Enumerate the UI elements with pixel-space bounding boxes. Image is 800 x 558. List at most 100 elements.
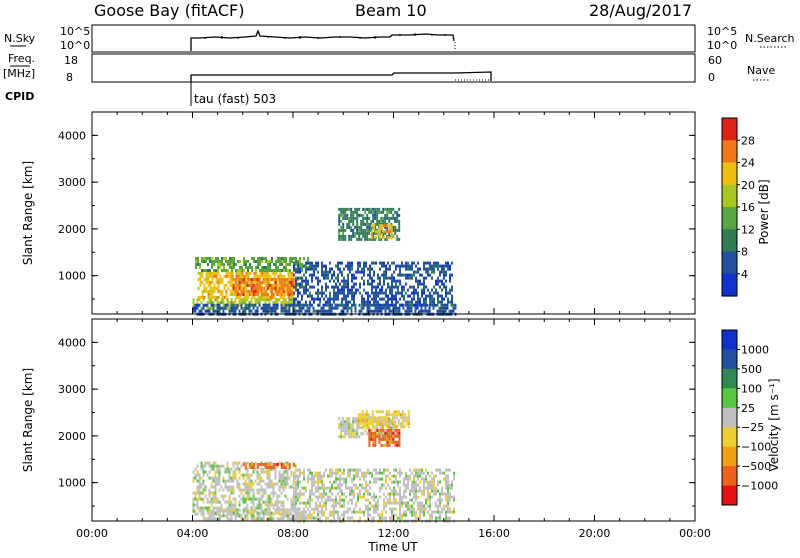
velocity-data-cell	[232, 497, 235, 501]
power-data-cell	[302, 306, 305, 310]
power-data-cell	[445, 270, 447, 274]
velocity-data-cell	[429, 480, 431, 484]
velocity-data-cell	[331, 483, 333, 487]
power-data-cell	[372, 237, 375, 241]
velocity-data-cell	[342, 435, 345, 439]
power-data-cell	[414, 306, 417, 310]
velocity-data-cell	[250, 473, 253, 477]
velocity-data-cell	[391, 416, 394, 420]
power-data-cell	[242, 290, 245, 293]
power-data-cell	[297, 294, 299, 298]
power-data-cell	[425, 297, 427, 301]
power-data-cell	[273, 271, 276, 275]
velocity-data-cell	[305, 510, 307, 514]
power-data-cell	[257, 295, 260, 299]
power-data-cell	[307, 266, 309, 269]
power-data-cell	[253, 257, 255, 260]
power-data-cell	[277, 269, 279, 272]
velocity-data-cell	[268, 473, 271, 477]
velocity-data-cell	[236, 508, 239, 512]
power-data-cell	[276, 303, 279, 307]
power-data-cell	[259, 271, 262, 275]
velocity-data-cell	[325, 507, 327, 511]
power-data-cell	[311, 303, 313, 307]
power-data-cell	[375, 300, 377, 304]
power-data-cell	[372, 210, 375, 214]
velocity-data-cell	[389, 492, 391, 496]
velocity-data-cell	[361, 416, 364, 420]
power-data-cell	[366, 222, 369, 226]
power-data-cell	[423, 279, 425, 283]
power-data-cell	[378, 309, 381, 313]
power-data-cell	[335, 285, 337, 289]
power-data-cell	[449, 273, 451, 277]
power-data-cell	[409, 273, 411, 277]
velocity-data-cell	[435, 516, 437, 520]
power-data-cell	[304, 303, 307, 307]
velocity-data-cell	[339, 504, 341, 508]
power-data-cell	[303, 288, 305, 292]
velocity-data-cell	[398, 440, 401, 444]
velocity-data-cell	[419, 468, 421, 472]
velocity-data-cell	[357, 425, 360, 429]
velocity-data-cell	[214, 491, 217, 495]
velocity-data-cell	[394, 423, 397, 427]
freq-tick-bottom: 8	[66, 71, 73, 84]
velocity-data-cell	[335, 501, 337, 505]
power-data-cell	[279, 295, 282, 299]
power-data-cell	[321, 273, 323, 277]
power-data-cell	[292, 278, 295, 281]
velocity-data-cell	[198, 491, 201, 495]
power-data-cell	[274, 281, 277, 284]
velocity-data-cell	[216, 497, 219, 501]
velocity-data-cell	[379, 477, 381, 481]
power-data-cell	[440, 309, 443, 313]
velocity-data-cell	[373, 504, 375, 508]
power-data-cell	[205, 280, 208, 284]
velocity-data-cell	[280, 466, 283, 469]
power-data-cell	[399, 303, 401, 307]
velocity-data-cell	[290, 473, 293, 477]
power-data-cell	[316, 309, 319, 313]
power-data-cell	[282, 290, 285, 293]
power-data-cell	[221, 280, 224, 284]
power-data-cell	[376, 216, 379, 220]
power-data-cell	[304, 309, 307, 313]
power-data-cell	[363, 300, 365, 304]
power-data-cell	[272, 301, 275, 305]
velocity-data-cell	[278, 476, 281, 480]
power-data-cell	[264, 306, 267, 310]
velocity-data-cell	[401, 425, 404, 429]
power-data-cell	[196, 298, 199, 302]
velocity-data-cell	[284, 482, 287, 486]
power-data-cell	[207, 269, 209, 272]
power-data-cell	[279, 260, 281, 263]
velocity-data-cell	[270, 517, 273, 521]
velocity-data-cell	[343, 501, 345, 505]
power-data-cell	[205, 271, 208, 275]
power-data-cell	[451, 273, 453, 277]
power-data-cell	[209, 257, 211, 260]
power-data-cell	[242, 298, 245, 302]
velocity-data-cell	[341, 498, 343, 502]
velocity-data-cell	[427, 471, 429, 475]
power-data-cell	[454, 306, 457, 310]
velocity-data-cell	[299, 495, 301, 499]
power-data-cell	[350, 228, 353, 232]
velocity-data-cell	[327, 495, 329, 499]
velocity-data-cell	[327, 474, 329, 478]
power-data-cell	[204, 309, 207, 313]
velocity-data-cell	[208, 464, 211, 468]
power-data-cell	[311, 276, 313, 280]
power-data-cell	[278, 298, 281, 302]
power-data-cell	[376, 233, 379, 237]
velocity-data-cell	[228, 497, 231, 501]
power-data-cell	[247, 289, 250, 293]
power-data-cell	[447, 300, 449, 304]
power-data-cell	[233, 266, 235, 269]
velocity-data-cell	[288, 463, 291, 466]
power-data-cell	[293, 273, 295, 277]
velocity-data-cell	[355, 468, 357, 472]
velocity-data-cell	[371, 410, 374, 414]
velocity-data-cell	[413, 468, 415, 472]
